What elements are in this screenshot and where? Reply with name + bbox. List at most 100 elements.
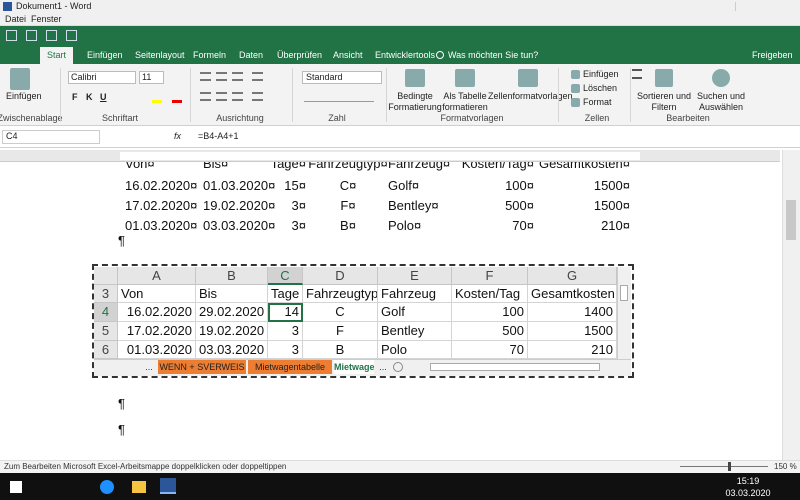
ribbon-tab[interactable]: Entwicklertools [375,50,436,60]
group-label: Bearbeiten [666,113,710,123]
style-button[interactable]: formatieren [442,102,488,112]
align-icon[interactable] [216,92,227,101]
align-icon[interactable] [252,72,263,81]
word-task-icon[interactable] [160,478,176,494]
style-button[interactable]: Als Tabelle [443,91,487,101]
explorer-icon[interactable] [132,481,146,493]
edit-button[interactable]: Filtern [651,102,677,112]
sheet-tab[interactable]: WENN + SVERWEIS [158,360,246,374]
excel-cell[interactable]: C [303,303,378,322]
excel-cell[interactable]: 16.02.2020 [118,303,196,322]
excel-cell[interactable]: Von [118,285,196,303]
excel-cell[interactable]: 210 [528,341,617,359]
add-sheet[interactable] [393,362,403,372]
sheet-tab[interactable]: Mietwage [334,360,374,374]
scroll-thumb[interactable] [786,200,796,240]
sheet-tab[interactable]: Mietwagentabelle [248,360,332,374]
ribbon-tab[interactable]: Formeln [193,50,227,60]
align-icon[interactable] [200,92,211,101]
font-name[interactable]: Calibri [68,71,136,84]
excel-cell[interactable]: 17.02.2020 [118,322,196,341]
cell-button[interactable]: Löschen [583,83,618,93]
qat-icon[interactable] [46,30,57,41]
excel-cell[interactable]: 1500 [528,322,617,341]
fx-button[interactable]: fx [174,131,182,141]
tell-me[interactable]: Was möchten Sie tun? [448,50,539,60]
group-separator [386,68,387,122]
name-box[interactable]: C4 [2,130,100,144]
sheet-tab[interactable]: ... [379,362,387,372]
qat-icon[interactable] [66,30,77,41]
excel-cell[interactable]: 29.02.2020 [196,303,268,322]
edit-button[interactable]: Suchen und [696,91,746,101]
edit-button[interactable]: Auswählen [698,102,744,112]
excel-cell[interactable]: Golf [378,303,452,322]
excel-cell[interactable]: 19.02.2020 [196,322,268,341]
edit-button[interactable]: Sortieren und [636,91,692,101]
ribbon-tab[interactable]: Überprüfen [277,50,323,60]
zoom-level[interactable]: 150 % [774,462,797,471]
zoom-thumb[interactable] [728,462,731,471]
excel-cell[interactable]: 03.03.2020 [196,341,268,359]
qat-icon[interactable] [26,30,37,41]
edge-icon[interactable] [100,480,114,494]
align-icon[interactable] [232,92,243,101]
align-icon[interactable] [252,92,263,101]
vertical-scrollbar[interactable] [782,150,800,460]
style-button[interactable]: Formatierung [388,102,442,112]
ribbon-tab[interactable]: Daten [239,50,264,60]
status-bar [0,460,800,473]
align-icon[interactable] [200,72,211,81]
excel-cell[interactable]: Gesamtkosten [528,285,617,303]
sheet-tab[interactable]: ... [145,362,153,372]
font-size[interactable]: 11 [139,71,164,84]
number-format[interactable]: Standard [302,71,382,84]
excel-cell[interactable]: Polo [378,341,452,359]
window-controls[interactable] [735,2,795,11]
align-icon[interactable] [216,72,227,81]
word-table-cell: Bentley¤ [388,198,439,213]
excel-cell[interactable]: 3 [268,322,303,341]
excel-cell[interactable]: 01.03.2020 [118,341,196,359]
formula[interactable]: =B4-A4+1 [198,131,239,141]
ribbon-tab[interactable]: Seitenlayout [135,50,185,60]
column-header: E [378,267,452,285]
excel-cell[interactable]: Bis [196,285,268,303]
excel-cell[interactable]: Fahrzeug [378,285,452,303]
excel-cell[interactable]: Kosten/Tag [452,285,528,303]
excel-cell[interactable]: B [303,341,378,359]
style-button[interactable]: Zellenformatvorlagen [488,91,573,101]
clock-time: 15:19 [736,476,760,486]
ribbon-tab[interactable]: Ansicht [333,50,363,60]
excel-cell[interactable]: 3 [268,341,303,359]
excel-hscroll[interactable] [430,363,600,371]
font-button[interactable]: U [100,92,107,102]
ribbon-tab[interactable]: Einfügen [87,50,123,60]
excel-vscroll [617,267,631,359]
font-button[interactable]: K [86,92,93,102]
excel-cell[interactable]: 1400 [528,303,617,322]
excel-cell[interactable]: 100 [452,303,528,322]
excel-cell[interactable]: Fahrzeugtyp [303,285,378,303]
excel-cell[interactable]: Tage [268,285,303,303]
quick-access-bar [0,26,800,46]
paste-button[interactable]: Einfügen [6,91,42,101]
cell-button[interactable]: Format [583,97,612,107]
ribbon-tab[interactable]: Start [40,47,74,64]
excel-cell[interactable]: 70 [452,341,528,359]
cell-button[interactable]: Einfügen [583,69,619,79]
qat-icon[interactable] [6,30,17,41]
excel-cell[interactable]: Bentley [378,322,452,341]
font-button[interactable]: F [72,92,78,102]
menu-item[interactable]: Datei [5,14,27,24]
share-button[interactable]: Freigeben [752,50,793,60]
excel-cell[interactable]: 500 [452,322,528,341]
menu-item[interactable]: Fenster [31,14,62,24]
start-button[interactable] [10,481,22,493]
zoom-slider[interactable] [680,466,768,467]
style-button[interactable]: Bedingte [397,91,433,101]
align-icon[interactable] [232,72,243,81]
style-icon [405,69,425,87]
excel-cell[interactable]: F [303,322,378,341]
tell-me-icon [436,51,444,59]
